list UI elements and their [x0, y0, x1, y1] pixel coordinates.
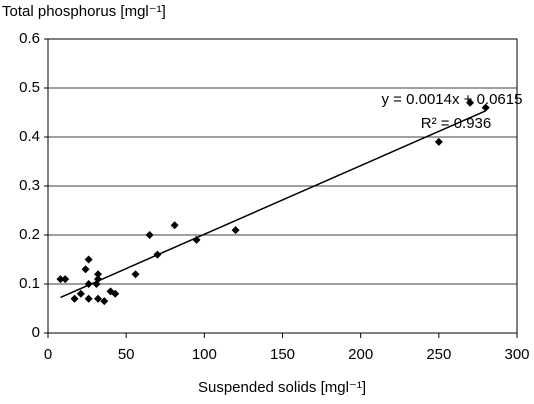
- point: [111, 289, 120, 298]
- x-axis-label: Suspended solids [mgl⁻¹]: [198, 379, 366, 396]
- point: [481, 103, 490, 112]
- y-tick-label: 0.4: [19, 128, 40, 145]
- x-tick-label: 200: [348, 346, 373, 363]
- x-tick-label: 250: [426, 346, 451, 363]
- x-tick-label: 0: [44, 346, 52, 363]
- point: [70, 294, 79, 303]
- point: [131, 270, 140, 279]
- point: [76, 289, 85, 298]
- y-tick-label: 0.2: [19, 226, 40, 243]
- trend-equation: y = 0.0014x + 0.0615: [382, 91, 523, 108]
- y-tick-label: 0.5: [19, 79, 40, 96]
- point: [434, 137, 443, 146]
- point: [170, 221, 179, 230]
- x-tick-label: 100: [192, 346, 217, 363]
- point: [153, 250, 162, 259]
- point: [81, 265, 90, 274]
- point: [56, 275, 65, 284]
- point: [84, 255, 93, 264]
- x-tick-label: 150: [270, 346, 295, 363]
- point: [94, 294, 103, 303]
- point: [100, 297, 109, 306]
- y-tick-label: 0.6: [19, 30, 40, 47]
- point: [231, 226, 240, 235]
- y-tick-label: 0.3: [19, 177, 40, 194]
- plot-border: [47, 38, 518, 334]
- point: [94, 275, 103, 284]
- point: [466, 98, 475, 107]
- point: [84, 280, 93, 288]
- y-tick-label: 0.1: [19, 275, 40, 292]
- y-tick-label: 0: [32, 324, 40, 341]
- point: [192, 235, 201, 244]
- point: [145, 231, 154, 239]
- trendline: [60, 110, 487, 299]
- point: [94, 270, 103, 279]
- point: [61, 275, 70, 284]
- x-tick-label: 50: [118, 346, 135, 363]
- x-tick-label: 300: [504, 346, 529, 363]
- point: [84, 294, 93, 303]
- y-axis-label: Total phosphorus [mgl⁻¹]: [2, 3, 166, 20]
